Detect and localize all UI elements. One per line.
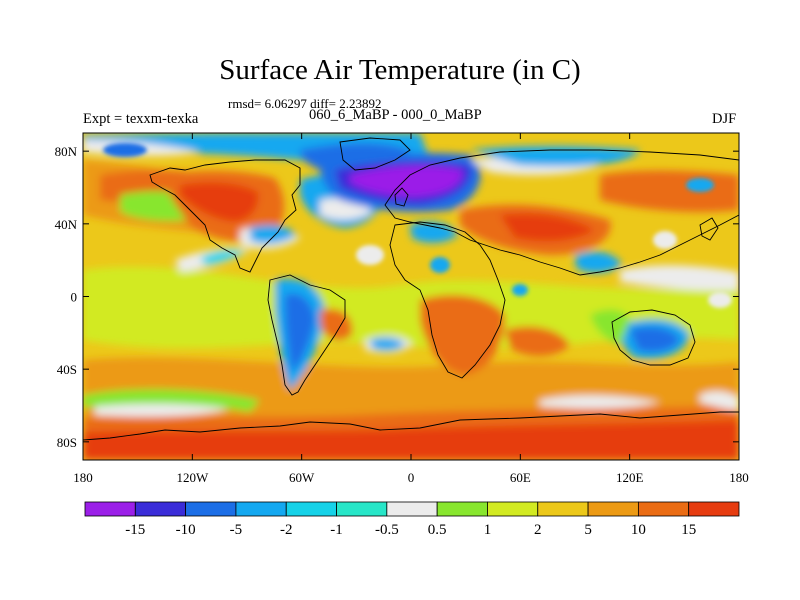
colorbar-label: 5 <box>584 522 592 538</box>
x-tick-label: 120W <box>176 470 209 485</box>
x-tick-label: 60E <box>510 470 531 485</box>
colorbar-label: -5 <box>230 522 243 538</box>
field-patch <box>653 231 677 249</box>
colorbar-swatch <box>236 502 286 516</box>
x-tick-label: 120E <box>616 470 644 485</box>
colorbar-label: 0.5 <box>428 522 447 538</box>
colorbar-swatch <box>538 502 588 516</box>
colorbar-swatch <box>387 502 437 516</box>
x-tick-label: 0 <box>408 470 415 485</box>
colorbar-label: -0.5 <box>375 522 399 538</box>
field-patch <box>356 245 384 265</box>
colorbar-label: 1 <box>484 522 492 538</box>
x-tick-label: 180 <box>729 470 749 485</box>
colorbar-label: 2 <box>534 522 542 538</box>
colorbar-label: -2 <box>280 522 293 538</box>
x-tick-label: 60W <box>289 470 315 485</box>
y-tick-label: 40S <box>57 362 77 377</box>
colorbar-swatch <box>689 502 739 516</box>
colorbar-label: -1 <box>330 522 343 538</box>
colorbar-swatch <box>638 502 688 516</box>
colorbar-swatch <box>286 502 336 516</box>
colorbar-label: 10 <box>631 522 646 538</box>
temperature-field <box>83 133 739 460</box>
field-patch <box>708 292 732 308</box>
field-patch <box>103 143 147 157</box>
x-tick-label: 180 <box>73 470 93 485</box>
field-patch <box>430 257 450 273</box>
colorbar-swatch <box>337 502 387 516</box>
colorbar-swatch <box>135 502 185 516</box>
field-patch <box>512 284 528 296</box>
y-tick-label: 80S <box>57 435 77 450</box>
field-patch <box>686 178 714 192</box>
y-tick-label: 0 <box>71 290 78 305</box>
colorbar-swatch <box>437 502 487 516</box>
y-tick-label: 80N <box>55 144 78 159</box>
colorbar-swatch <box>186 502 236 516</box>
y-tick-label: 40N <box>55 217 78 232</box>
colorbar-swatch <box>487 502 537 516</box>
colorbar-label: -10 <box>176 522 196 538</box>
colorbar-label: -15 <box>125 522 145 538</box>
colorbar: -15 -10 -5 -2 -1 -0.5 0.5 1 2 5 10 15 <box>85 502 739 538</box>
colorbar-swatch <box>85 502 135 516</box>
colorbar-label: 15 <box>681 522 696 538</box>
colorbar-swatch <box>588 502 638 516</box>
